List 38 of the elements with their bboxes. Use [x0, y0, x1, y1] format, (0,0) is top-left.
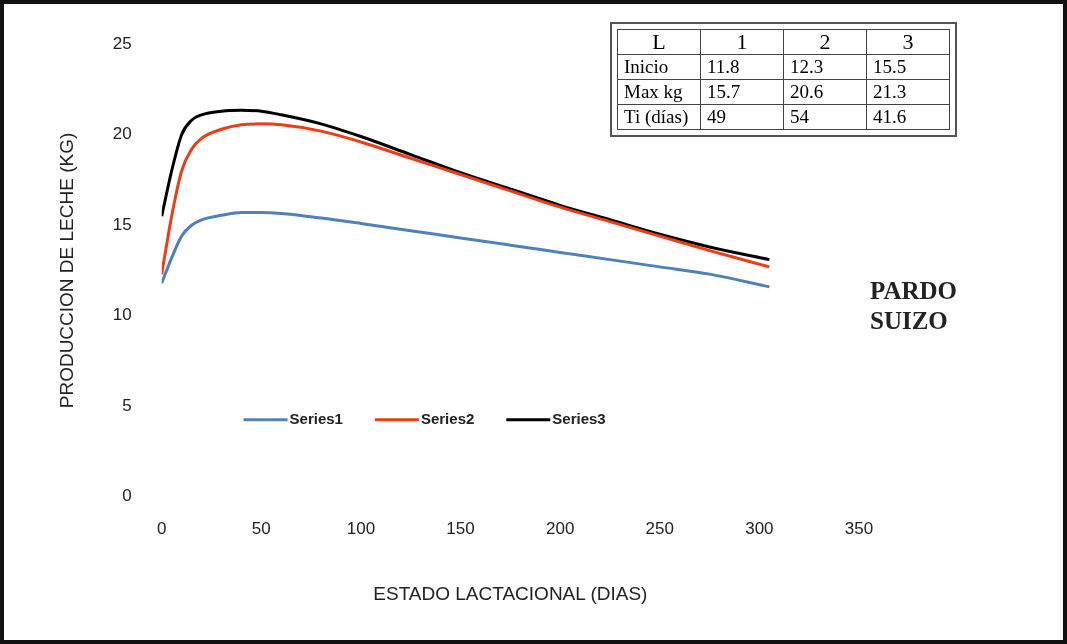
line-series: [161, 211, 771, 289]
annotation: 20.6: [783, 79, 867, 105]
x-tick-label: 150: [446, 518, 475, 538]
legend-label: Series2: [420, 410, 475, 427]
annotation: Inicio: [617, 54, 701, 80]
annotation: 15.7: [700, 79, 784, 105]
y-tick-label: 10: [112, 305, 132, 325]
text: PARDO SUIZO: [870, 276, 959, 336]
text: 41.6: [866, 104, 950, 130]
y-tick-label: 0: [122, 486, 132, 506]
y-tick-label: 25: [112, 33, 132, 53]
annotation: 49: [700, 104, 784, 130]
x-tick-label: 200: [545, 518, 575, 538]
y-axis-title: PRODUCCION DE LECHE (KG): [55, 132, 77, 409]
annotation: 11.8: [700, 54, 784, 80]
annotation: Ti (días): [617, 104, 701, 130]
y-tick-label: 5: [122, 395, 132, 415]
text: 21.3: [866, 79, 950, 105]
x-tick-label: 0: [156, 518, 167, 538]
annotation: 2: [783, 29, 867, 55]
x-tick-label: 250: [645, 518, 674, 538]
line-series: [161, 108, 771, 262]
annotation: 12.3: [783, 54, 867, 80]
annotation: L: [617, 29, 701, 55]
text: 15.5: [866, 54, 950, 80]
x-tick-label: 300: [745, 518, 774, 538]
y-tick-label: 15: [112, 214, 132, 234]
y-tick-label: 20: [112, 124, 132, 144]
legend-label: Series1: [289, 410, 343, 427]
text: 3: [866, 29, 950, 55]
annotation: Max kg: [617, 79, 701, 105]
annotation: 1: [700, 29, 784, 55]
x-axis-title: ESTADO LACTACIONAL (DIAS): [373, 582, 648, 604]
annotation: 54: [783, 104, 867, 130]
x-tick-label: 100: [346, 518, 376, 538]
x-tick-label: 50: [251, 518, 271, 538]
x-tick-label: 350: [844, 518, 874, 538]
legend-label: Series3: [552, 410, 606, 427]
